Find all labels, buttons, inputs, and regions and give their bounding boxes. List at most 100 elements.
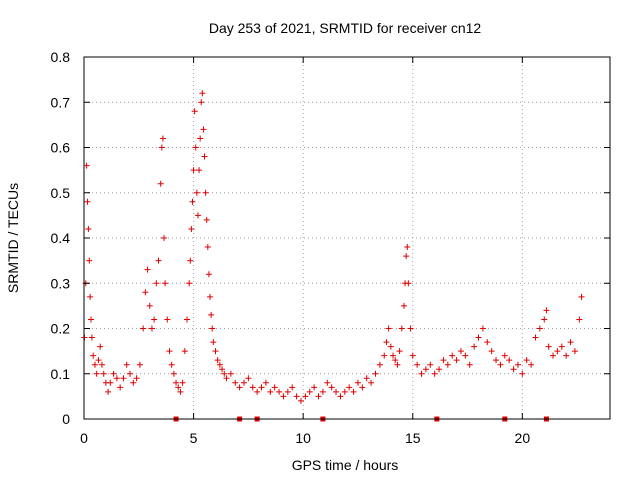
data-point — [85, 225, 92, 232]
chart-title: Day 253 of 2021, SRMTID for receiver cn1… — [209, 20, 482, 36]
data-point — [293, 393, 300, 400]
data-point — [133, 375, 140, 382]
data-point — [84, 198, 91, 205]
data-point — [400, 302, 407, 309]
data-point — [337, 393, 344, 400]
data-point — [385, 325, 392, 332]
data-point — [245, 375, 252, 382]
data-point — [193, 189, 200, 196]
data-point — [341, 388, 348, 395]
y-tick-label: 0.7 — [51, 94, 71, 110]
data-point — [311, 384, 318, 391]
y-tick-label: 0.4 — [51, 230, 71, 246]
data-point — [105, 388, 112, 395]
axis-ticks — [83, 56, 610, 420]
data-point — [271, 384, 278, 391]
data-point — [168, 361, 175, 368]
data-point — [201, 153, 208, 160]
data-point — [83, 162, 90, 169]
data-point — [297, 397, 304, 404]
data-point — [254, 388, 261, 395]
data-point — [427, 361, 434, 368]
data-point — [186, 280, 193, 287]
data-point — [484, 339, 491, 346]
data-point — [110, 370, 117, 377]
data-point — [95, 357, 102, 364]
data-point — [199, 90, 206, 97]
data-point — [497, 361, 504, 368]
data-point — [479, 325, 486, 332]
data-point — [387, 343, 394, 350]
data-point — [190, 167, 197, 174]
data-point — [414, 361, 421, 368]
y-tick-label: 0.1 — [51, 366, 71, 382]
data-point — [151, 316, 158, 323]
data-point — [563, 352, 570, 359]
data-point — [444, 361, 451, 368]
data-point — [383, 339, 390, 346]
data-point — [202, 189, 209, 196]
data-point — [221, 370, 228, 377]
data-point — [381, 352, 388, 359]
data-point — [462, 352, 469, 359]
data-point — [541, 316, 548, 323]
x-tick-label: 15 — [405, 430, 421, 446]
data-point — [160, 235, 167, 241]
y-tick-label: 0.8 — [51, 49, 71, 65]
data-point — [514, 361, 521, 368]
data-point — [368, 379, 375, 386]
data-point — [212, 348, 219, 355]
data-point — [453, 357, 460, 364]
data-point — [204, 244, 211, 251]
data-point — [123, 361, 130, 368]
data-point — [404, 244, 411, 251]
data-point — [315, 393, 322, 400]
data-point — [449, 352, 456, 359]
data-point — [554, 348, 561, 355]
x-tick-label: 20 — [515, 430, 531, 446]
data-point — [394, 361, 401, 368]
data-point — [519, 370, 526, 377]
data-point — [87, 293, 94, 300]
data-point — [422, 366, 429, 373]
data-point — [223, 375, 230, 382]
y-tick-labels: 0 0.1 0.2 0.3 0.4 0.5 0.6 0.7 0.8 — [51, 49, 71, 427]
data-point — [550, 352, 557, 359]
data-point — [97, 343, 104, 350]
data-point — [216, 361, 223, 368]
data-point — [346, 384, 353, 391]
y-tick-label: 0.3 — [51, 275, 71, 291]
x-tick-label: 0 — [80, 430, 88, 446]
data-point — [284, 388, 291, 395]
data-point — [276, 388, 283, 395]
data-point — [488, 348, 495, 355]
data-point — [545, 343, 552, 350]
data-point — [159, 135, 166, 142]
data-point — [88, 334, 95, 341]
data-point — [155, 257, 162, 264]
data-point — [166, 348, 173, 355]
y-tick-label: 0 — [62, 411, 70, 427]
data-point — [333, 388, 340, 395]
data-point — [506, 357, 513, 364]
data-point — [324, 379, 331, 386]
data-point — [192, 144, 199, 151]
data-point — [170, 370, 177, 377]
data-point — [354, 379, 361, 386]
data-point — [158, 144, 165, 151]
data-point — [267, 388, 274, 395]
data-point — [184, 316, 191, 323]
data-point — [162, 280, 169, 287]
data-point — [306, 388, 313, 395]
y-tick-label: 0.6 — [51, 140, 71, 156]
data-point — [240, 379, 247, 386]
data-point — [120, 375, 127, 382]
data-point — [376, 361, 383, 368]
data-point — [188, 225, 195, 232]
data-point — [390, 352, 397, 359]
data-point — [543, 307, 550, 314]
data-point — [205, 271, 212, 278]
data-point — [471, 343, 478, 350]
